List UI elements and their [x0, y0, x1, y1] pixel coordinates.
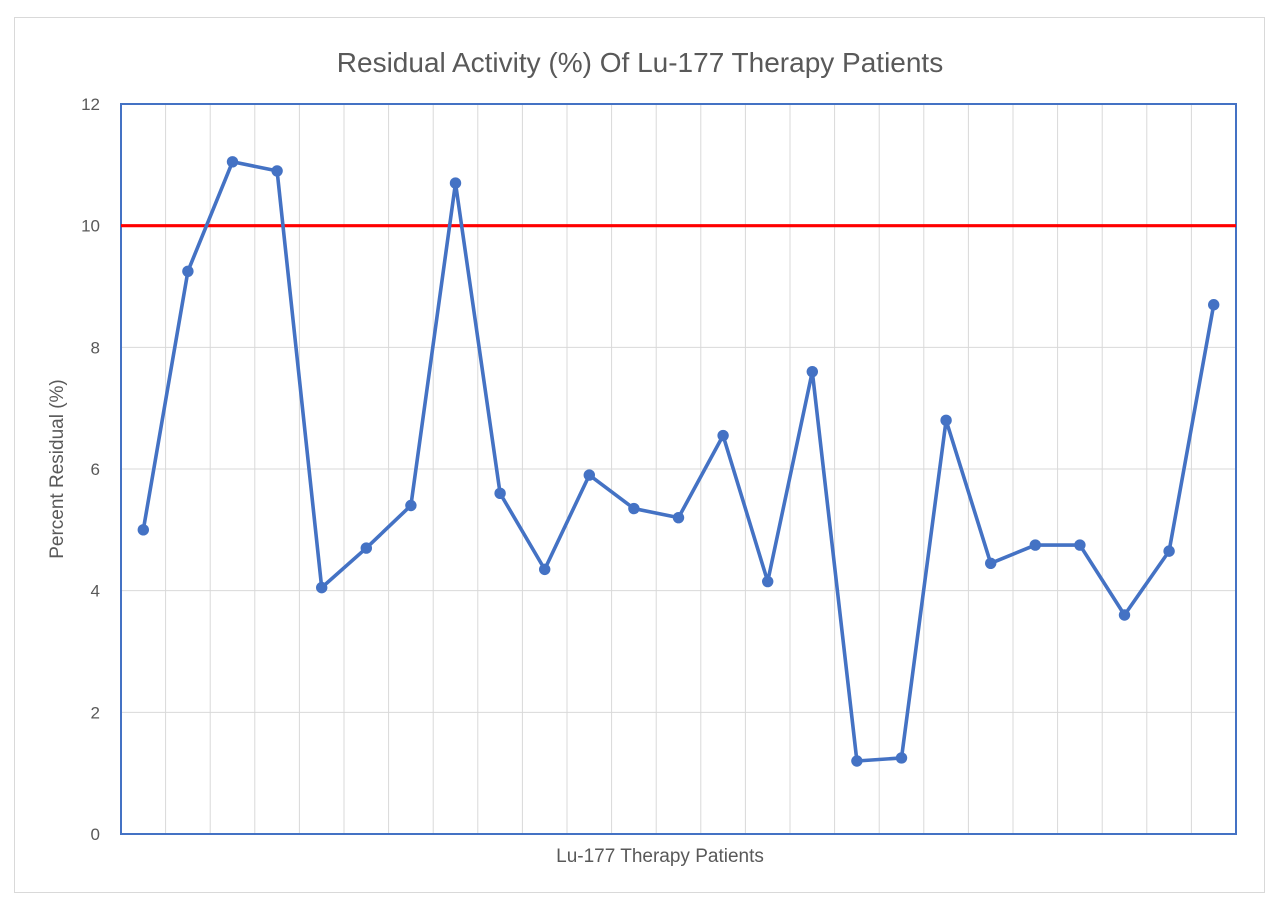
- data-series: [137, 156, 1220, 767]
- y-tick-label: 2: [91, 703, 100, 722]
- data-point-marker: [1208, 299, 1220, 311]
- data-point-marker: [494, 487, 506, 500]
- data-point-marker: [851, 755, 863, 767]
- data-point-marker: [985, 557, 997, 569]
- horizontal-gridlines: [121, 225, 1236, 713]
- data-point-marker: [137, 524, 149, 536]
- chart-area-border: [14, 17, 1265, 893]
- data-point-marker: [1163, 545, 1175, 557]
- y-axis-tick-labels: 0 2 4 6 8 10 12: [81, 95, 100, 844]
- data-point-marker: [1118, 609, 1131, 621]
- y-tick-label: 0: [91, 825, 100, 844]
- x-axis-title: Lu-177 Therapy Patients: [556, 846, 764, 867]
- data-point-marker: [316, 581, 328, 594]
- y-tick-label: 12: [81, 95, 100, 114]
- data-point-marker: [895, 752, 908, 764]
- data-point-marker: [672, 511, 685, 524]
- y-tick-label: 4: [91, 582, 100, 601]
- data-point-marker: [583, 469, 595, 481]
- data-point-marker: [940, 414, 952, 427]
- plot-area-border: [120, 103, 1237, 835]
- y-axis-title: Percent Residual (%): [47, 379, 68, 559]
- data-point-marker: [449, 177, 462, 189]
- chart-title: Residual Activity (%) Of Lu-177 Therapy …: [337, 47, 943, 78]
- data-point-marker: [628, 502, 640, 515]
- data-point-marker: [271, 165, 283, 177]
- y-tick-label: 10: [81, 217, 100, 236]
- data-point-marker: [806, 365, 818, 378]
- y-tick-label: 6: [91, 460, 100, 479]
- data-point-marker: [226, 156, 239, 168]
- data-point-marker: [360, 542, 372, 554]
- data-point-marker: [1074, 539, 1086, 551]
- data-point-marker: [182, 265, 194, 277]
- data-point-marker: [539, 563, 551, 576]
- data-point-marker: [405, 499, 417, 512]
- data-point-marker: [717, 429, 729, 442]
- y-tick-label: 8: [91, 338, 100, 357]
- series-line: [141, 159, 1216, 763]
- data-point-marker: [1029, 539, 1042, 551]
- data-point-marker: [762, 575, 774, 588]
